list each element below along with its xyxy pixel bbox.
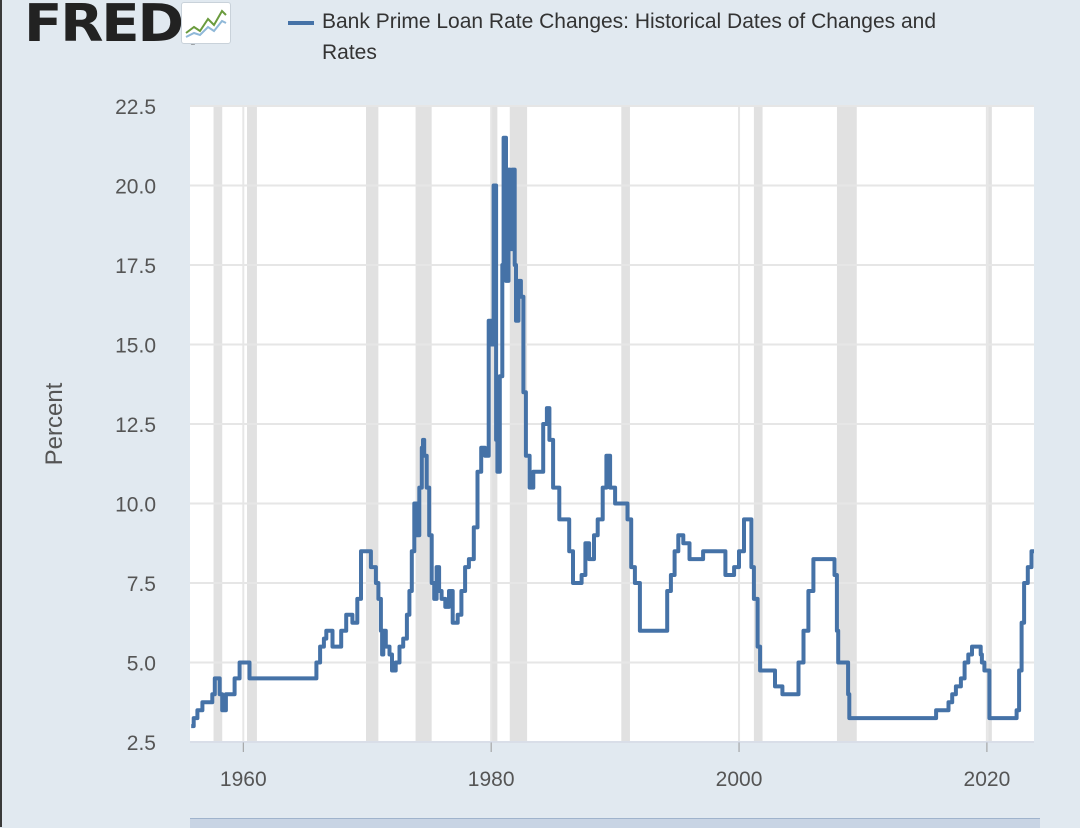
legend-series-swatch [288,21,314,25]
x-tick-label: 1960 [220,768,267,791]
logo-text: FRED [24,0,184,54]
y-tick-label: 15.0 [115,335,156,358]
y-tick-label: 7.5 [127,573,156,596]
y-tick-label: 5.0 [127,653,156,676]
y-axis-label: Percent [41,382,68,465]
x-tick-label: 2020 [964,768,1011,791]
y-tick-label: 10.0 [115,494,156,517]
y-tick-label: 2.5 [127,732,156,755]
y-tick-label: 22.5 [115,96,156,119]
x-tick-label: 2000 [716,768,763,791]
y-tick-label: 17.5 [115,255,156,278]
x-axis-tick-labels: 1960 1980 2000 2020 [220,742,1010,791]
y-axis-tick-labels: 2.5 5.0 7.5 10.0 12.5 15.0 17.5 20.0 22.5 [115,96,156,755]
legend-series-label: Bank Prime Loan Rate Changes: Historical… [322,10,937,64]
window-frame-edge [0,0,2,827]
x-tick-label: 1980 [468,768,515,791]
series-line-prime-rate[interactable] [191,135,1034,729]
y-tick-label: 20.0 [115,176,156,199]
range-navigator[interactable] [190,818,1040,828]
line-chart-icon [181,2,231,44]
y-tick-label: 12.5 [115,414,156,437]
fred-logo[interactable]: FRED [24,0,184,52]
